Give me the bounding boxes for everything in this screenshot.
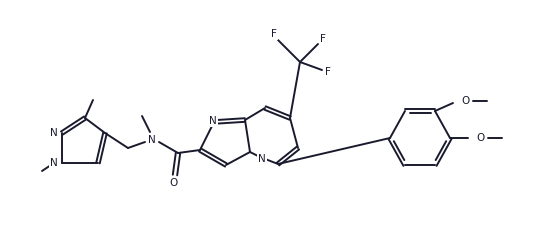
Text: O: O [170, 178, 178, 188]
Text: O: O [476, 133, 484, 143]
Text: N: N [258, 154, 266, 164]
Text: F: F [271, 29, 277, 39]
Text: F: F [320, 34, 326, 44]
Text: N: N [148, 135, 156, 145]
Text: N: N [50, 158, 58, 168]
Text: N: N [50, 128, 58, 138]
Text: N: N [209, 116, 217, 126]
Text: F: F [325, 67, 331, 77]
Text: O: O [461, 96, 469, 106]
